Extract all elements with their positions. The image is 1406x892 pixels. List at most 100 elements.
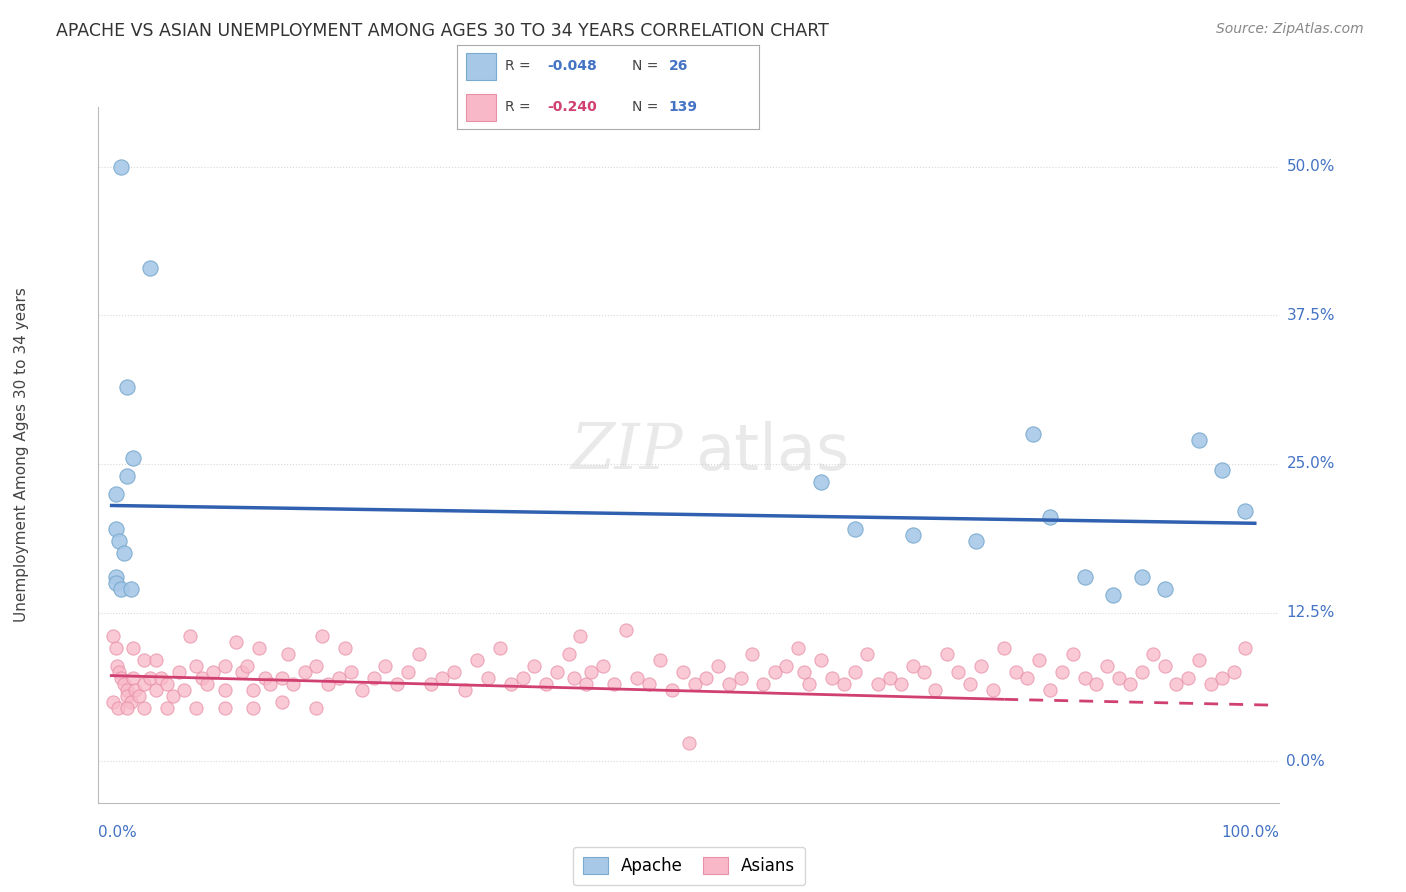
Point: [104, 486, 127, 500]
Point: [1039, 510, 1062, 524]
Point: [1073, 671, 1095, 685]
Point: [108, 534, 131, 549]
Text: 100.0%: 100.0%: [1222, 825, 1279, 840]
Point: [868, 677, 890, 691]
Point: [202, 665, 225, 679]
Point: [879, 671, 901, 685]
Text: R =: R =: [505, 59, 536, 73]
Text: R =: R =: [505, 100, 536, 114]
Point: [488, 641, 510, 656]
Point: [128, 689, 150, 703]
Point: [557, 647, 579, 661]
Point: [477, 671, 499, 685]
Point: [890, 677, 912, 691]
Point: [1130, 570, 1153, 584]
Point: [385, 677, 408, 691]
Point: [121, 671, 143, 685]
Point: [912, 665, 935, 679]
Point: [1004, 665, 1026, 679]
Text: Unemployment Among Ages 30 to 34 years: Unemployment Among Ages 30 to 34 years: [14, 287, 28, 623]
Point: [112, 546, 135, 560]
Point: [139, 671, 162, 685]
Point: [1039, 682, 1062, 697]
Point: [104, 522, 127, 536]
Point: [465, 653, 488, 667]
Point: [107, 700, 129, 714]
Point: [786, 641, 808, 656]
Point: [328, 671, 350, 685]
Point: [970, 659, 993, 673]
Text: 37.5%: 37.5%: [1286, 308, 1334, 323]
Point: [935, 647, 957, 661]
Point: [124, 682, 146, 697]
Point: [523, 659, 546, 673]
Point: [242, 682, 264, 697]
Point: [115, 379, 138, 393]
Point: [173, 682, 195, 697]
Point: [752, 677, 775, 691]
Text: -0.240: -0.240: [547, 100, 598, 114]
Point: [115, 682, 138, 697]
Point: [821, 671, 844, 685]
Point: [1234, 504, 1257, 518]
Point: [844, 522, 866, 536]
Text: 0.0%: 0.0%: [98, 825, 138, 840]
Point: [134, 700, 156, 714]
Point: [948, 665, 970, 679]
Point: [103, 629, 125, 643]
Point: [408, 647, 430, 661]
Point: [247, 641, 270, 656]
Point: [650, 653, 672, 667]
Point: [993, 641, 1015, 656]
Point: [1211, 463, 1233, 477]
Point: [1022, 427, 1045, 442]
Text: Source: ZipAtlas.com: Source: ZipAtlas.com: [1216, 22, 1364, 37]
Point: [1017, 671, 1039, 685]
Point: [1119, 677, 1142, 691]
Point: [695, 671, 717, 685]
Point: [810, 475, 832, 489]
Text: N =: N =: [633, 100, 664, 114]
Text: APACHE VS ASIAN UNEMPLOYMENT AMONG AGES 30 TO 34 YEARS CORRELATION CHART: APACHE VS ASIAN UNEMPLOYMENT AMONG AGES …: [56, 22, 830, 40]
Point: [775, 659, 797, 673]
Point: [139, 260, 162, 275]
Point: [678, 736, 700, 750]
FancyBboxPatch shape: [465, 94, 496, 120]
Point: [924, 682, 946, 697]
Point: [179, 629, 201, 643]
Point: [156, 700, 179, 714]
Point: [672, 665, 695, 679]
Text: atlas: atlas: [695, 421, 849, 483]
Point: [1028, 653, 1050, 667]
Point: [339, 665, 361, 679]
Point: [730, 671, 752, 685]
Point: [626, 671, 648, 685]
Point: [1097, 659, 1119, 673]
Point: [1211, 671, 1233, 685]
Point: [352, 682, 374, 697]
Point: [1188, 433, 1211, 447]
Point: [115, 468, 138, 483]
Point: [718, 677, 741, 691]
Point: [562, 671, 585, 685]
Point: [1199, 677, 1222, 691]
Text: 50.0%: 50.0%: [1286, 159, 1334, 174]
Point: [799, 677, 821, 691]
Point: [110, 671, 132, 685]
Point: [104, 575, 127, 590]
Point: [259, 677, 281, 691]
Point: [156, 677, 179, 691]
Point: [283, 677, 305, 691]
Point: [763, 665, 786, 679]
Point: [1142, 647, 1164, 661]
Point: [112, 677, 135, 691]
Point: [270, 671, 292, 685]
Point: [965, 534, 987, 549]
Point: [432, 671, 454, 685]
Point: [1234, 641, 1257, 656]
Point: [683, 677, 706, 691]
Point: [121, 641, 143, 656]
Point: [305, 700, 328, 714]
Point: [443, 665, 465, 679]
Point: [121, 450, 143, 465]
